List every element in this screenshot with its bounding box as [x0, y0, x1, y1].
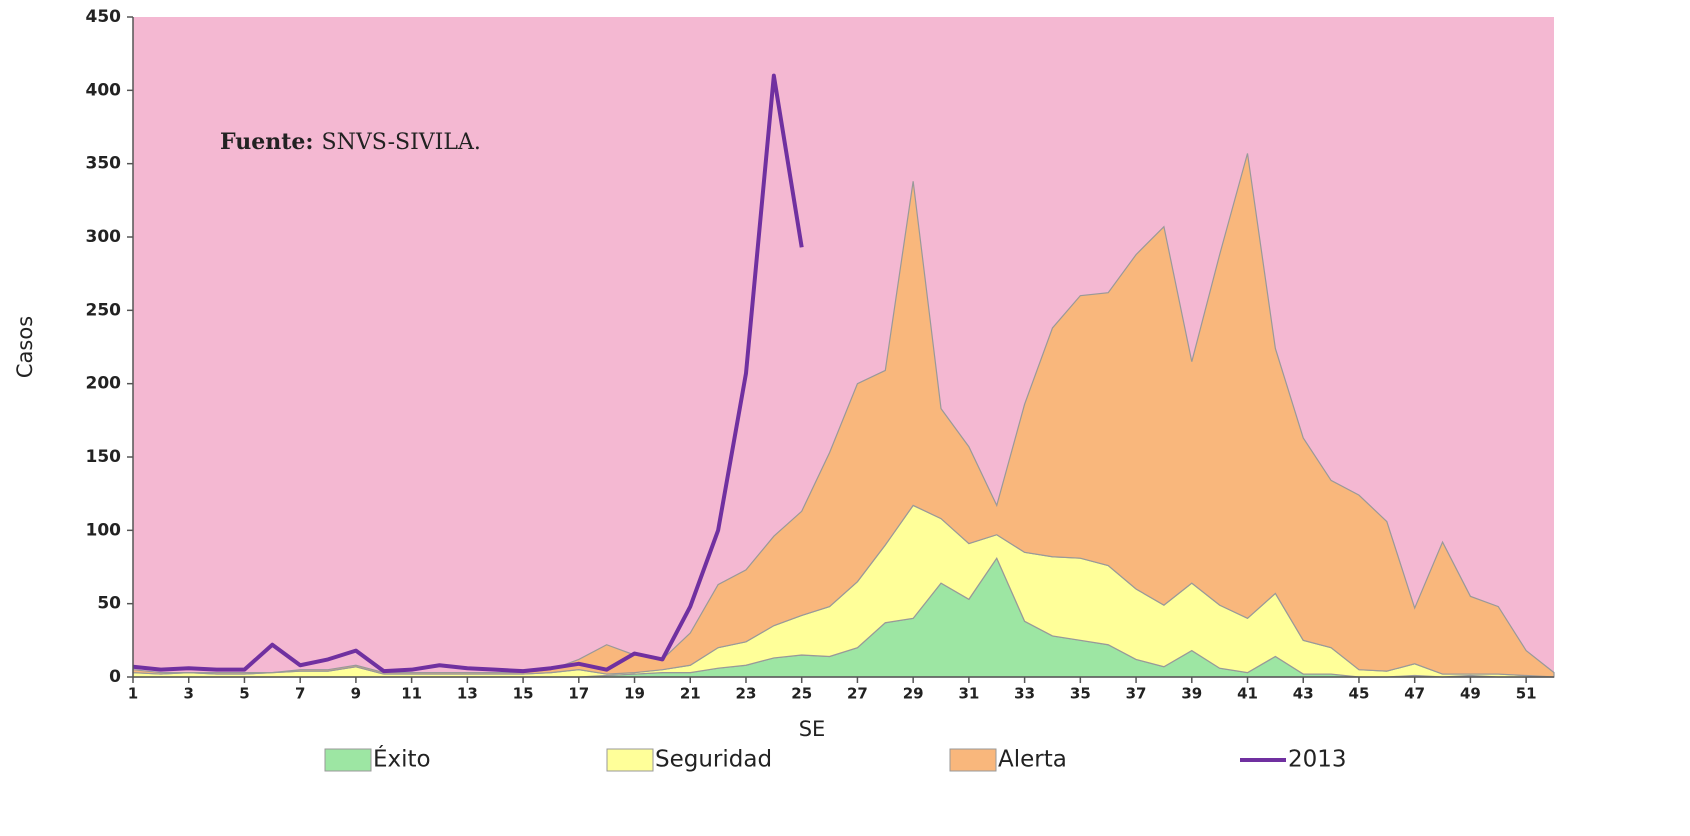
x-axis-title: SE: [799, 717, 826, 741]
x-tick-label: 19: [624, 685, 645, 703]
x-tick-label: 47: [1404, 685, 1425, 703]
x-tick-label: 35: [1070, 685, 1091, 703]
legend-swatch: [949, 748, 997, 772]
y-axis-title: Casos: [13, 316, 37, 378]
line: [132, 73, 804, 674]
x-tick-label: 31: [958, 685, 979, 703]
legend-label: 2013: [1288, 747, 1347, 773]
y-tick-label: 350: [86, 154, 122, 174]
y-tick-label: 450: [86, 7, 122, 27]
legend-swatch: [324, 748, 372, 772]
x-tick-label: 45: [1349, 685, 1370, 703]
x-tick-label: 23: [736, 685, 757, 703]
y-tick-label: 400: [86, 80, 122, 100]
y-tick-label: 300: [86, 227, 122, 247]
y-tick-label: 50: [97, 594, 121, 614]
x-tick-label: 17: [568, 685, 589, 703]
y-tick-label: 150: [86, 447, 122, 467]
annotation-label: Fuente:: [220, 129, 314, 155]
legend-label: Seguridad: [655, 747, 772, 773]
y-tick-label: 100: [86, 520, 122, 540]
x-tick-label: 29: [903, 685, 924, 703]
x-tick-label: 15: [513, 685, 534, 703]
annotation: Fuente: SNVS-SIVILA.: [220, 129, 481, 155]
x-tick-label: 39: [1181, 685, 1202, 703]
x-tick-label: 21: [680, 685, 701, 703]
x-tick-label: 7: [295, 685, 305, 703]
x-tick-label: 33: [1014, 685, 1035, 703]
y-tick-label: 250: [86, 300, 122, 320]
x-tick-label: 9: [351, 685, 361, 703]
y-tick-label: 200: [86, 374, 122, 394]
x-tick-label: 51: [1516, 685, 1537, 703]
annotation-text: SNVS-SIVILA.: [322, 130, 481, 155]
legend-label: Alerta: [998, 747, 1067, 773]
x-tick-label: 13: [457, 685, 478, 703]
x-tick-label: 49: [1460, 685, 1481, 703]
y-tick-label: 0: [109, 667, 121, 687]
x-tick-label: 3: [184, 685, 194, 703]
x-tick-label: 41: [1237, 685, 1258, 703]
x-tick-label: 25: [791, 685, 812, 703]
x-tick-label: 43: [1293, 685, 1314, 703]
x-tick-label: 27: [847, 685, 868, 703]
x-tick-label: 11: [401, 685, 422, 703]
x-tick-label: 1: [128, 685, 138, 703]
legend-swatch: [606, 748, 654, 772]
x-tick-label: 37: [1126, 685, 1147, 703]
x-tick-label: 5: [239, 685, 249, 703]
legend-label: Éxito: [373, 745, 431, 773]
